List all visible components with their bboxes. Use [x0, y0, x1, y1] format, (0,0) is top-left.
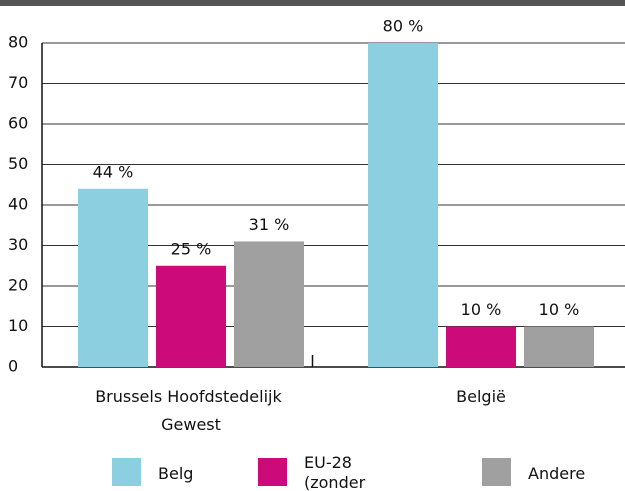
y-tick-label: 60	[8, 114, 28, 133]
value-label: 31 %	[249, 215, 290, 234]
bar	[156, 265, 226, 367]
bar	[78, 188, 148, 367]
top-bar	[0, 0, 625, 6]
value-label: 25 %	[171, 239, 212, 258]
bar	[368, 43, 438, 367]
bar	[234, 241, 304, 367]
legend-swatch	[258, 458, 287, 486]
x-tick-label: België	[456, 387, 506, 406]
value-label: 80 %	[383, 17, 424, 36]
y-tick-label: 10	[8, 316, 28, 335]
legend-label: EU-28 (zonder België)	[304, 453, 370, 491]
legend-swatch	[112, 458, 141, 486]
legend-label: Andere	[528, 464, 585, 483]
value-label: 44 %	[93, 162, 134, 181]
y-tick-label: 0	[8, 357, 18, 376]
value-label: 10 %	[461, 300, 502, 319]
y-tick-label: 50	[8, 154, 28, 173]
legend-label: Belg	[158, 464, 193, 483]
y-tick-label: 70	[8, 73, 28, 92]
x-tick-label: Brussels Hoofdstedelijk Gewest	[95, 387, 287, 434]
bar	[446, 326, 516, 367]
y-tick-label: 80	[8, 33, 28, 52]
y-tick-label: 30	[8, 235, 28, 254]
bar	[524, 326, 594, 367]
y-tick-label: 20	[8, 276, 28, 295]
y-tick-label: 40	[8, 195, 28, 214]
value-label: 10 %	[539, 300, 580, 319]
legend-swatch	[482, 458, 511, 486]
